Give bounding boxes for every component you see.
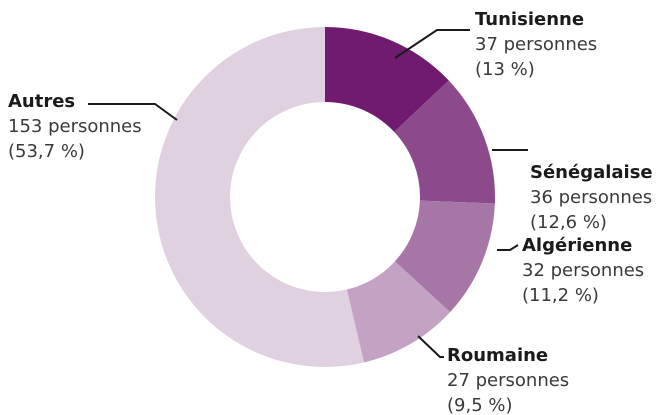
donut-slice <box>394 80 496 204</box>
value-label: 32 personnes <box>522 260 644 281</box>
leader-line <box>394 29 470 59</box>
category-label: Roumaine <box>447 345 548 366</box>
category-label: Sénégalaise <box>530 162 653 183</box>
donut-slice <box>346 261 451 363</box>
percentage-label: (53,7 %) <box>8 141 85 162</box>
donut-slice <box>325 27 449 132</box>
percentage-label: (11,2 %) <box>522 285 599 306</box>
category-label: Algérienne <box>522 235 632 256</box>
leader-line <box>88 103 178 121</box>
leader-line <box>497 244 519 251</box>
category-label: Autres <box>8 91 75 112</box>
category-label: Tunisienne <box>475 9 584 30</box>
value-label: 36 personnes <box>530 187 652 208</box>
value-label: 27 personnes <box>447 370 569 391</box>
value-label: 153 personnes <box>8 116 142 137</box>
percentage-label: (9,5 %) <box>447 395 513 415</box>
leader-line <box>417 335 444 358</box>
donut-slice <box>155 27 365 367</box>
percentage-label: (13 %) <box>475 59 535 80</box>
donut-slice <box>394 200 495 313</box>
value-label: 37 personnes <box>475 34 597 55</box>
percentage-label: (12,6 %) <box>530 212 607 233</box>
